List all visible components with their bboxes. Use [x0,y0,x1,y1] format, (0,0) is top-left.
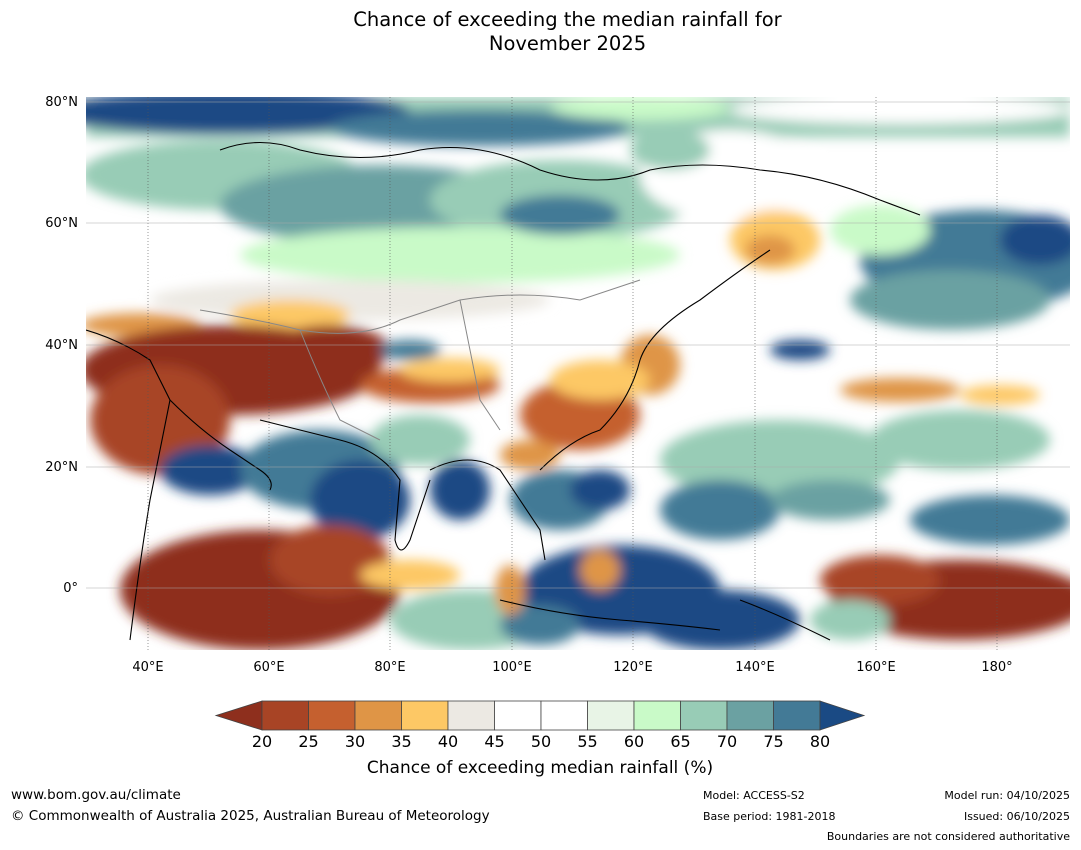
base-period-text: Base period: 1981-2018 [703,810,836,823]
chart-title: Chance of exceeding the median rainfall … [0,8,1081,56]
map-area [86,97,1070,650]
model-text: Model: ACCESS-S2 [703,789,805,802]
lon-label-160e: 160°E [856,660,896,675]
colorbar-tick-label: 55 [577,732,598,751]
colorbar-segment [540,700,588,731]
colorbar-tick-label: 60 [623,732,645,751]
colorbar-tick-label: 30 [344,732,366,751]
latitude-lines [86,101,1070,589]
copyright-text: © Commonwealth of Australia 2025, Austra… [11,808,490,824]
colorbar-extend-high [819,700,866,731]
colorbar-segment [726,700,774,731]
colorbar-tick-label: 50 [530,732,552,751]
rainfall-probability-map [86,97,1070,650]
colorbar-tick-label: 40 [437,732,459,751]
colorbar-segment [587,700,635,731]
lon-label-140e: 140°E [735,660,775,675]
colorbar-tick-label: 25 [298,732,319,751]
colorbar-segment [633,700,681,731]
lon-label-80e: 80°E [374,660,406,675]
lon-label-120e: 120°E [613,660,653,675]
colorbar-segment [680,700,728,731]
coastlines [86,141,921,641]
colorbar-segment [401,700,449,731]
lat-label-40n: 40°N [45,338,78,353]
disclaimer-text: Boundaries are not considered authoritat… [826,830,1070,843]
lat-label-0: 0° [63,581,78,596]
colorbar-segment [354,700,402,731]
lon-label-180: 180° [981,660,1013,675]
lat-label-60n: 60°N [45,216,78,231]
graticule [147,97,998,650]
colorbar-segment [773,700,821,731]
colorbar-tick-label: 45 [484,732,505,751]
colorbar-tick-label: 20 [251,732,273,751]
colorbar-tick-label: 35 [391,732,412,751]
lat-label-20n: 20°N [45,460,78,475]
model-run-text: Model run: 04/10/2025 [944,789,1070,802]
colorbar-tick-label: 80 [809,732,831,751]
lon-label-40e: 40°E [132,660,164,675]
website-text: www.bom.gov.au/climate [11,787,181,803]
lon-label-100e: 100°E [492,660,532,675]
colorbar-segment [261,700,309,731]
country-boundaries [199,279,641,441]
title-line-2: November 2025 [488,32,647,55]
lat-label-80n: 80°N [45,95,78,110]
colorbar-segment [308,700,356,731]
colorbar-segment [447,700,495,731]
title-line-1: Chance of exceeding the median rainfall … [353,8,782,31]
colorbar-segment [494,700,542,731]
lon-label-60e: 60°E [253,660,285,675]
colorbar-label: Chance of exceeding median rainfall (%) [366,758,714,778]
colorbar-extend-low [214,700,263,731]
colorbar-tick-label: 70 [716,732,738,751]
colorbar-tick-label: 75 [763,732,784,751]
colorbar-tick-label: 65 [670,732,691,751]
issued-text: Issued: 06/10/2025 [963,810,1070,823]
